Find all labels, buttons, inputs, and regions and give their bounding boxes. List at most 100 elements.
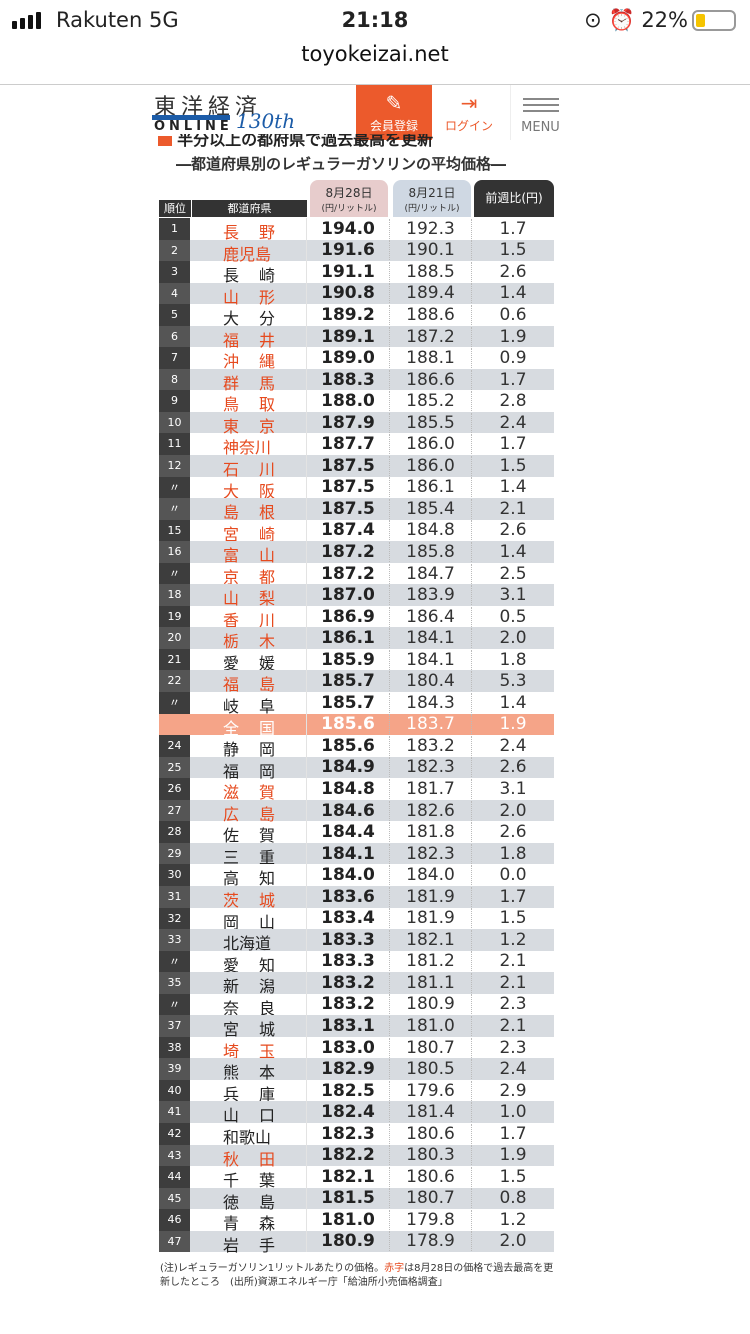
table-row: 30 高知 184.0 184.0 0.0: [159, 864, 554, 888]
title-marker: [158, 136, 172, 146]
aug21-price-cell: 185.5: [390, 412, 472, 433]
prefecture-cell: 茨城: [190, 885, 307, 910]
prefecture-name: 和歌山: [223, 1127, 272, 1147]
prefecture-name: 岩手: [223, 1235, 275, 1255]
aug21-price-cell: 184.3: [390, 692, 472, 713]
url-bar[interactable]: toyokeizai.net: [301, 42, 449, 66]
rank-cell: 45: [159, 1187, 190, 1210]
weekly-change-cell: 2.0: [499, 1231, 527, 1252]
weekly-change-cell: 2.6: [499, 520, 527, 541]
table-row: 〃 島根 187.5 185.4 2.1: [159, 498, 554, 522]
weekly-change-cell: 3.1: [499, 585, 527, 606]
rank-cell: 10: [159, 411, 190, 434]
aug21-price-cell: 179.6: [390, 1080, 472, 1101]
aug28-price-cell: 189.0: [307, 348, 390, 369]
aug21-price-cell: 180.7: [390, 1188, 472, 1209]
table-row: 21 愛媛 185.9 184.1 1.8: [159, 648, 554, 673]
prefecture-cell: 福岡: [190, 756, 307, 781]
aug28-price-cell: 184.4: [307, 822, 390, 843]
aug28-price-cell: 185.7: [307, 692, 390, 713]
weekly-change-cell: 2.3: [499, 994, 527, 1015]
table-row: 16 富山 187.2 185.8 1.4: [159, 541, 554, 565]
weekly-change-cell: 5.3: [499, 671, 527, 692]
weekly-change-cell: 1.7: [499, 886, 527, 907]
weekly-change-cell: 1.2: [499, 1209, 527, 1230]
prefecture-cell: 神奈川: [190, 433, 307, 457]
rank-cell: 11: [159, 433, 190, 456]
prefecture-cell: 千葉: [190, 1166, 307, 1190]
weekly-change-cell: 1.0: [499, 1102, 527, 1123]
aug21-price-cell: 184.1: [390, 649, 472, 670]
aug21-price-cell: 181.8: [390, 822, 472, 843]
weekly-change-cell: 2.9: [499, 1080, 527, 1101]
aug28-price-cell: 183.3: [307, 929, 390, 950]
prefecture-cell: 滋賀: [190, 778, 307, 802]
prefecture-name: 沖縄: [223, 352, 275, 372]
table-row: 〃 京都 187.2 184.7 2.5: [159, 562, 554, 587]
table-row: 42 和歌山 182.3 180.6 1.7: [159, 1122, 554, 1147]
prefecture-name: 山形: [223, 287, 275, 307]
aug28-price-cell: 184.1: [307, 843, 390, 864]
table-row: 31 茨城 183.6 181.9 1.7: [159, 885, 554, 910]
prefecture-cell: 群馬: [190, 368, 307, 393]
aug28-price-cell: 194.0: [307, 218, 390, 239]
rank-cell: 33: [159, 929, 190, 951]
menu-button[interactable]: MENU: [510, 85, 570, 140]
aug28-price-cell: 185.6: [307, 714, 390, 735]
aug21-price-cell: 181.1: [390, 972, 472, 993]
rank-cell: 24: [159, 735, 190, 757]
aug28-price-cell: 180.9: [307, 1231, 390, 1252]
register-button[interactable]: ✎ 会員登録: [356, 85, 432, 140]
aug21-price-cell: 182.3: [390, 757, 472, 778]
aug21-price-cell: 186.1: [390, 477, 472, 498]
aug28-price-cell: 183.3: [307, 951, 390, 972]
aug28-price-cell: 187.2: [307, 563, 390, 584]
rank-cell: 8: [159, 368, 190, 391]
aug21-price-cell: 185.4: [390, 498, 472, 519]
rank-cell: 20: [159, 627, 190, 649]
table-row: 43 秋田 182.2 180.3 1.9: [159, 1144, 554, 1169]
aug21-price-cell: 181.7: [390, 778, 472, 799]
table-row: 38 埼玉 183.0 180.7 2.3: [159, 1036, 554, 1061]
header-unit: (円/リットル): [321, 204, 377, 214]
weekly-change-cell: 0.0: [499, 865, 527, 886]
aug28-price-cell: 187.5: [307, 498, 390, 519]
prefecture-cell: 静岡: [190, 735, 307, 759]
aug28-price-cell: 187.4: [307, 520, 390, 541]
hamburger-icon: [522, 98, 559, 112]
menu-label: MENU: [521, 120, 560, 135]
site-header: 東洋経済 ONLINE 130th ✎ 会員登録 ⇥ ログイン MENU: [150, 85, 570, 145]
table-row: 7 沖縄 189.0 188.1 0.9: [159, 347, 554, 372]
aug21-price-cell: 190.1: [390, 240, 472, 261]
aug21-price-cell: 180.5: [390, 1059, 472, 1080]
aug21-price-cell: 180.7: [390, 1037, 472, 1058]
header-aug28-date: 8月28日: [325, 186, 373, 200]
aug28-price-cell: 187.0: [307, 585, 390, 606]
table-row: 29 三重 184.1 182.3 1.8: [159, 842, 554, 867]
table-row: 2 鹿児島 191.6 190.1 1.5: [159, 239, 554, 264]
aug28-price-cell: 189.2: [307, 304, 390, 325]
login-button[interactable]: ⇥ ログイン: [438, 85, 500, 140]
prefecture-name: 京都: [223, 567, 275, 587]
prefecture-cell: 岐阜: [190, 692, 307, 716]
aug28-price-cell: 187.9: [307, 412, 390, 433]
rank-cell: 18: [159, 584, 190, 606]
weekly-change-cell: 1.4: [499, 283, 527, 304]
table-row: 35 新潟 183.2 181.1 2.1: [159, 972, 554, 996]
table-row: 〃 奈良 183.2 180.9 2.3: [159, 993, 554, 1018]
prefecture-cell: 山梨: [190, 584, 307, 608]
price-table: 1 長野 194.0 192.3 1.7 2 鹿児島 191.6 190.1 1.5 3 長崎 191.…: [159, 218, 554, 1255]
prefecture-cell: 宮城: [190, 1015, 307, 1039]
prefecture-cell: 青森: [190, 1209, 307, 1233]
prefecture-cell: 秋田: [190, 1144, 307, 1169]
rank-cell: 19: [159, 605, 190, 628]
prefecture-name: 長野: [223, 223, 275, 242]
aug28-price-cell: 183.2: [307, 972, 390, 993]
login-icon: ⇥: [460, 91, 478, 115]
prefecture-cell: 兵庫: [190, 1079, 307, 1104]
logo-bar: [152, 115, 230, 120]
prefecture-name: 愛知: [223, 955, 275, 975]
carrier: Rakuten 5G: [56, 8, 179, 32]
table-row: 18 山梨 187.0 183.9 3.1: [159, 584, 554, 608]
rank-cell: 27: [159, 799, 190, 822]
